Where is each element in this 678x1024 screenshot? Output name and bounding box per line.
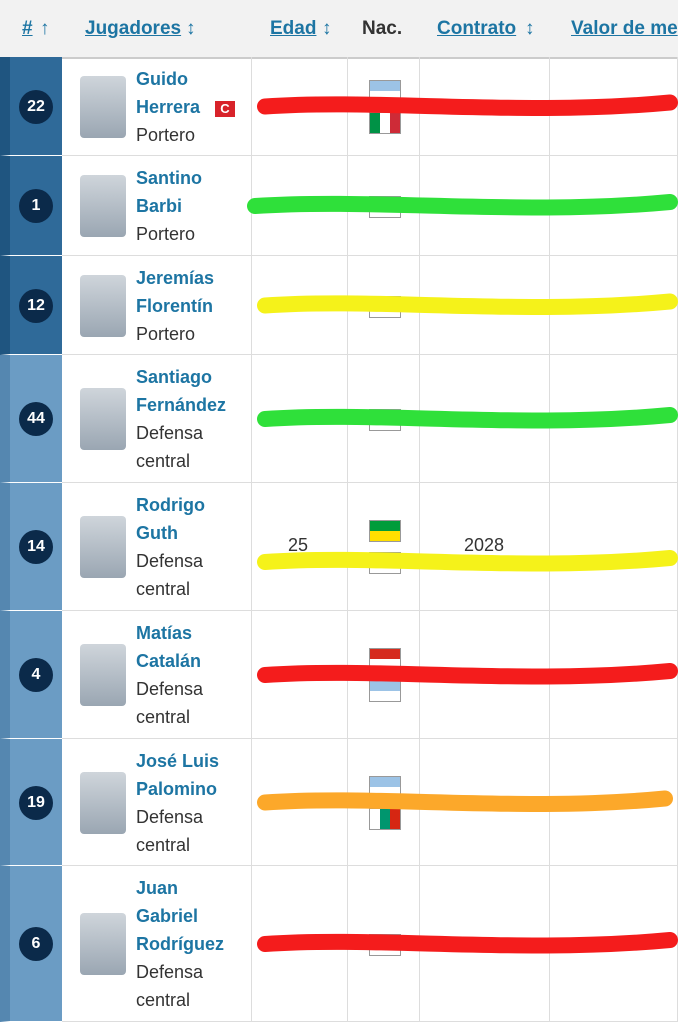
player-position: central [136, 834, 191, 855]
player-photo [80, 771, 126, 834]
player-name[interactable]: Guth [136, 523, 178, 543]
player-photo [80, 388, 126, 450]
flag-stripe [370, 90, 400, 101]
player-name[interactable]: Rodríguez [136, 934, 224, 954]
player-photo [80, 516, 126, 578]
player-position: Defensa [136, 962, 204, 982]
player-name[interactable]: Juan [136, 878, 179, 898]
cell [62, 611, 252, 739]
flag [369, 520, 401, 542]
player-name[interactable]: Catalán [136, 651, 202, 671]
cell [420, 483, 550, 611]
scribble [257, 932, 678, 954]
column-header[interactable]: Jugadores [85, 18, 182, 39]
cell [348, 483, 420, 611]
player-position: central [136, 451, 191, 471]
player-position: Portero [136, 224, 196, 244]
flag-stripe [370, 521, 400, 531]
flag-stripe [370, 531, 400, 541]
cell [62, 866, 252, 1022]
flag-stripe [390, 112, 400, 133]
scribble [257, 550, 678, 572]
player-photo [80, 75, 126, 138]
scribble [257, 293, 678, 316]
player-position: central [136, 579, 191, 599]
flag-stripe [370, 681, 400, 691]
player-name[interactable]: Santiago [136, 367, 213, 387]
shirt-number: 14 [19, 530, 53, 564]
sort-icon: ↕ [525, 18, 535, 39]
header-bar [0, 0, 678, 59]
flag-stripe [380, 808, 390, 829]
age: 25 [288, 535, 309, 555]
flag-stripe [370, 808, 380, 829]
contract: 2028 [464, 535, 505, 555]
player-name[interactable]: Jeremías [136, 267, 215, 288]
cell [62, 256, 252, 355]
captain-badge: C [215, 100, 235, 117]
flag-stripe [370, 659, 400, 669]
column-header[interactable]: Edad [270, 18, 317, 39]
cell [62, 355, 252, 483]
cell [62, 57, 252, 156]
flag-stripe [370, 80, 400, 91]
shirt-number: 22 [19, 89, 53, 124]
column-header[interactable]: Valor de me [571, 18, 678, 39]
player-position: Defensa [136, 679, 204, 699]
player-position: central [136, 990, 191, 1010]
sort-icon: ↕ [186, 18, 196, 39]
scribble [257, 407, 678, 429]
player-name[interactable]: Herrera [136, 96, 201, 117]
player-name[interactable]: Santino [136, 168, 202, 188]
sort-icon: ↑ [40, 18, 50, 39]
player-position: Portero [136, 323, 196, 344]
scribble [257, 663, 678, 685]
cell [252, 483, 348, 611]
shirt-number: 12 [19, 288, 53, 323]
player-photo [80, 913, 126, 975]
sort-icon: ↕ [322, 18, 332, 39]
shirt-number: 4 [19, 658, 53, 692]
player-name[interactable]: Florentín [136, 295, 213, 316]
shirt-number: 6 [19, 927, 53, 961]
player-name[interactable]: Barbi [136, 196, 183, 216]
scribble [247, 194, 678, 216]
scribble [257, 94, 678, 117]
flag-stripe [380, 112, 390, 133]
column-header[interactable]: # [22, 18, 33, 39]
player-name[interactable]: Rodrigo [136, 495, 205, 515]
shirt-number: 44 [19, 402, 53, 436]
player-position: Defensa [136, 806, 204, 827]
shirt-number: 1 [19, 189, 53, 223]
player-position: Portero [136, 124, 196, 145]
player-photo [80, 644, 126, 706]
column-header[interactable]: Contrato [437, 18, 517, 39]
shirt-number: 19 [19, 785, 53, 820]
player-position: Defensa [136, 551, 204, 571]
player-position: Defensa [136, 423, 204, 443]
player-name[interactable]: José Luis [136, 750, 220, 771]
player-photo [80, 274, 126, 337]
column-header: Nac. [362, 18, 403, 39]
flag-stripe [370, 786, 400, 797]
player-position: central [136, 707, 191, 727]
cell [62, 483, 252, 611]
player-name[interactable]: Matías [136, 623, 193, 643]
cell [62, 739, 252, 866]
flag-stripe [370, 776, 400, 787]
flag-stripe [370, 649, 400, 659]
player-name[interactable]: Fernández [136, 395, 227, 415]
flag-stripe [390, 808, 400, 829]
flag-stripe [370, 112, 380, 133]
player-name[interactable]: Guido [136, 68, 188, 89]
player-photo [80, 175, 126, 237]
player-name[interactable]: Gabriel [136, 906, 199, 926]
scribble [257, 790, 673, 813]
flag-stripe [370, 691, 400, 701]
player-name[interactable]: Palomino [136, 778, 218, 799]
